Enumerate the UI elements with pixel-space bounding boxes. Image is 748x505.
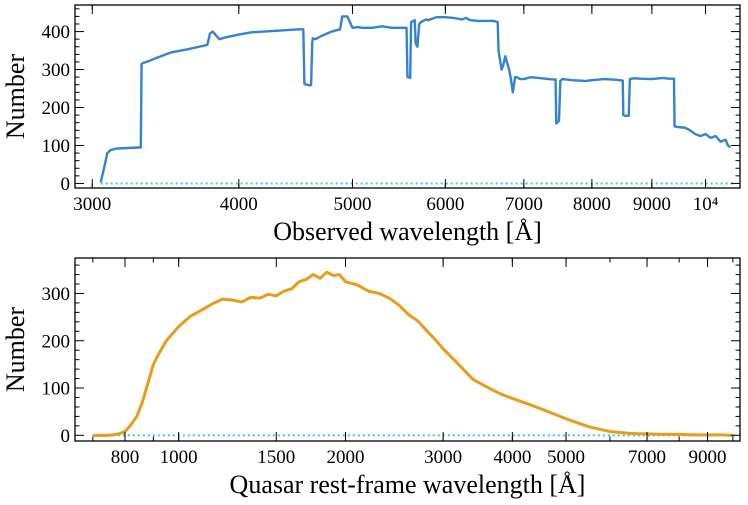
- bottom-x-tick-label: 3000: [424, 447, 462, 468]
- bottom-series-line: [92, 270, 733, 437]
- bottom-ticks: 800 1000 1500 2000 3000 4000 5000 7000 9000 0 100 2…: [42, 258, 740, 468]
- top-x-tick-label: 10⁴: [693, 194, 719, 215]
- bottom-data-series: [92, 270, 733, 437]
- bottom-x-tick-label: 2000: [327, 447, 365, 468]
- top-y-tick-label: 400: [42, 22, 71, 43]
- bottom-plot-frame: [74, 257, 741, 442]
- top-y-tick-label: 300: [42, 60, 71, 81]
- bottom-y-tick-label: 300: [42, 284, 71, 305]
- top-x-tick-label: 6000: [426, 194, 464, 215]
- top-y-tick-label: 200: [42, 98, 71, 119]
- observed-wavelength-panel: 3000 4000 5000 6000 7000 8000 9000 10⁴ 0 100 200 30…: [1, 4, 741, 246]
- bottom-x-tick-label: 1000: [160, 447, 198, 468]
- top-x-tick-label: 5000: [333, 194, 371, 215]
- top-ticks: 3000 4000 5000 6000 7000 8000 9000 10⁴ 0 100 200 30…: [42, 5, 740, 215]
- top-y-tick-label: 0: [61, 174, 71, 195]
- bottom-x-axis-title: Quasar rest-frame wavelength [Å]: [230, 470, 586, 499]
- top-x-tick-label: 9000: [633, 194, 671, 215]
- top-data-series: [99, 15, 732, 183]
- bottom-y-tick-label: 200: [42, 331, 71, 352]
- bottom-x-tick-label: 1500: [257, 447, 295, 468]
- top-x-tick-label: 3000: [73, 194, 111, 215]
- bottom-x-tick-label: 5000: [547, 447, 585, 468]
- top-x-axis-title: Observed wavelength [Å]: [273, 217, 542, 246]
- bottom-y-axis-title: Number: [1, 307, 30, 393]
- top-plot-frame: [74, 4, 741, 189]
- top-x-tick-label: 4000: [220, 194, 258, 215]
- bottom-y-tick-label: 100: [42, 379, 71, 400]
- rest-frame-wavelength-panel: 800 1000 1500 2000 3000 4000 5000 7000 9000 0 100 2…: [1, 257, 741, 499]
- bottom-x-tick-label: 4000: [493, 447, 531, 468]
- bottom-x-tick-label: 7000: [628, 447, 666, 468]
- bottom-x-tick-label: 9000: [689, 447, 727, 468]
- top-x-tick-label: 7000: [505, 194, 543, 215]
- top-y-axis-title: Number: [1, 54, 30, 140]
- top-x-tick-label: 8000: [573, 194, 611, 215]
- top-series-line: [99, 15, 732, 183]
- top-y-tick-label: 100: [42, 136, 71, 157]
- bottom-x-tick-label: 800: [111, 447, 140, 468]
- bottom-y-tick-label: 0: [61, 426, 71, 447]
